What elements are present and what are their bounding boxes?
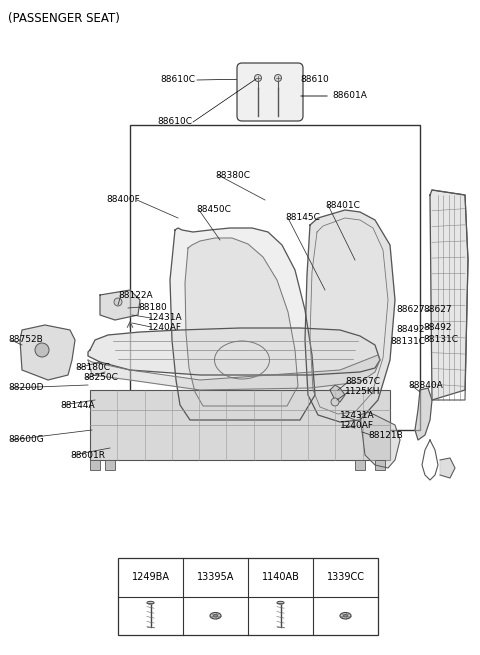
- Polygon shape: [100, 290, 140, 320]
- Text: (PASSENGER SEAT): (PASSENGER SEAT): [8, 12, 120, 25]
- Text: 1249BA: 1249BA: [132, 572, 169, 582]
- Text: 88200D: 88200D: [8, 383, 44, 392]
- Polygon shape: [170, 228, 315, 420]
- Text: 1240AF: 1240AF: [148, 322, 182, 331]
- Ellipse shape: [343, 614, 348, 617]
- Polygon shape: [305, 210, 395, 422]
- Polygon shape: [415, 388, 432, 440]
- Ellipse shape: [277, 601, 284, 604]
- Polygon shape: [360, 412, 400, 468]
- Text: 12431A: 12431A: [340, 411, 374, 419]
- Text: 88180C: 88180C: [75, 364, 110, 373]
- Text: 12431A: 12431A: [148, 314, 182, 322]
- Ellipse shape: [147, 601, 154, 604]
- Text: 88401C: 88401C: [325, 200, 360, 210]
- Ellipse shape: [340, 612, 351, 619]
- Text: 88492: 88492: [423, 324, 452, 333]
- Text: 88145C: 88145C: [285, 214, 320, 223]
- Text: 88610: 88610: [300, 75, 329, 84]
- Text: 1240AF: 1240AF: [340, 421, 374, 430]
- Text: 88492: 88492: [396, 326, 425, 335]
- Text: 88131C: 88131C: [423, 335, 458, 343]
- Text: 88180: 88180: [138, 303, 167, 312]
- Text: 88144A: 88144A: [60, 400, 95, 409]
- Circle shape: [35, 343, 49, 357]
- Ellipse shape: [213, 614, 218, 617]
- Text: 88752B: 88752B: [8, 335, 43, 345]
- Polygon shape: [430, 190, 468, 400]
- Circle shape: [114, 298, 122, 306]
- Text: 88601A: 88601A: [332, 92, 367, 100]
- Polygon shape: [88, 355, 380, 390]
- Text: 88122A: 88122A: [118, 291, 153, 299]
- Text: 88610C: 88610C: [157, 117, 192, 126]
- FancyBboxPatch shape: [237, 63, 303, 121]
- Circle shape: [275, 75, 281, 81]
- Text: 88131C: 88131C: [390, 337, 425, 346]
- Polygon shape: [20, 325, 75, 380]
- Polygon shape: [330, 385, 345, 402]
- Text: 88600G: 88600G: [8, 436, 44, 445]
- Text: 88380C: 88380C: [215, 170, 250, 179]
- Text: 88250C: 88250C: [83, 373, 118, 383]
- Text: 1125KH: 1125KH: [345, 388, 381, 396]
- Ellipse shape: [210, 612, 221, 619]
- Text: 1140AB: 1140AB: [262, 572, 300, 582]
- Text: 88627: 88627: [396, 305, 425, 314]
- Text: 88400F: 88400F: [106, 195, 140, 204]
- Text: 88627: 88627: [423, 305, 452, 314]
- Circle shape: [331, 398, 339, 406]
- Bar: [118, 558, 378, 635]
- Polygon shape: [185, 238, 298, 406]
- Text: 88450C: 88450C: [196, 206, 231, 214]
- Polygon shape: [88, 328, 380, 375]
- Text: 88610C: 88610C: [160, 75, 195, 84]
- Text: 13395A: 13395A: [197, 572, 234, 582]
- Polygon shape: [440, 458, 455, 478]
- Bar: [105, 460, 115, 470]
- Bar: [355, 460, 365, 470]
- Text: 88601R: 88601R: [70, 451, 105, 460]
- Text: 88840A: 88840A: [408, 381, 443, 390]
- Text: 1339CC: 1339CC: [326, 572, 364, 582]
- Bar: [375, 460, 385, 470]
- Circle shape: [254, 75, 262, 81]
- Bar: [130, 125, 420, 430]
- Bar: [90, 460, 100, 470]
- Text: 88567C: 88567C: [345, 377, 380, 386]
- Text: 88121B: 88121B: [368, 430, 403, 440]
- Bar: [90, 390, 390, 460]
